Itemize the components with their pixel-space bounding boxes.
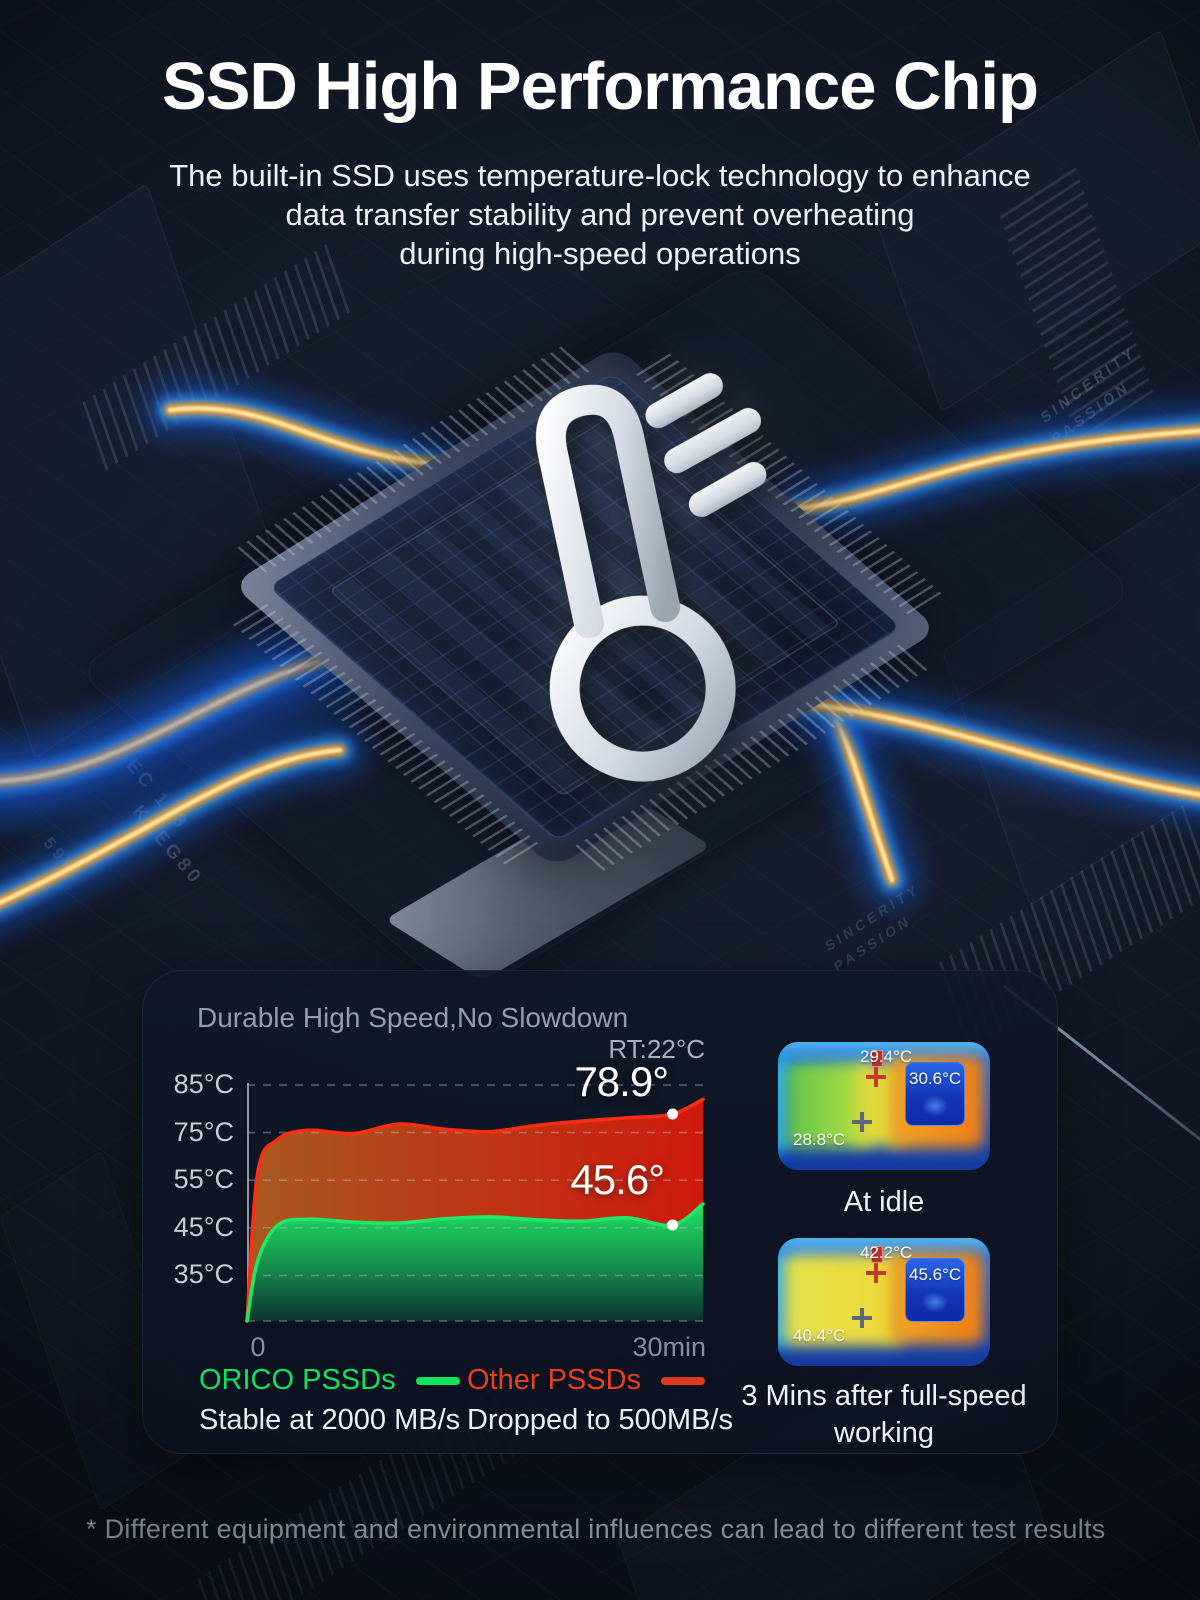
thermal-chip-region: [905, 1062, 965, 1126]
legend-other-swatch: [661, 1376, 706, 1385]
probe-icon: [871, 1050, 883, 1067]
data-stream-ribbons: [0, 380, 1200, 934]
y-axis-tick: 75°C: [173, 1117, 234, 1147]
ribbon-top-right: [762, 402, 1200, 538]
temperature-chart: [245, 1083, 705, 1323]
thermometer-icon: [410, 313, 856, 828]
y-axis-tick: 35°C: [173, 1259, 234, 1289]
temp-reading: 29.4°C: [860, 1047, 913, 1066]
legend-other: Other PSSDs Dropped to 500MB/s: [467, 1364, 733, 1437]
legend-orico: ORICO PSSDs Stable at 2000 MB/s: [199, 1364, 460, 1437]
y-axis-tick: 85°C: [173, 1069, 234, 1099]
temp-reading: 45.6°C: [909, 1265, 962, 1284]
temp-reading: 40.4°C: [793, 1326, 846, 1345]
ribbon-right-mid: [752, 672, 1200, 824]
x-axis-tick-end: 30min: [632, 1332, 706, 1362]
x-axis-tick-start: 0: [250, 1332, 266, 1362]
thermal-caption-load: 3 Mins after full-speed working: [741, 1380, 1027, 1449]
temp-reading: 42.2°C: [860, 1243, 913, 1262]
legend-orico-name: ORICO PSSDs: [199, 1364, 396, 1396]
y-axis-tick: 45°C: [173, 1212, 234, 1242]
thermal-caption-idle: At idle: [843, 1186, 925, 1218]
crosshair-icon: [866, 1067, 886, 1087]
legend-orico-swatch: [415, 1376, 460, 1385]
temp-reading: 28.8°C: [793, 1130, 846, 1149]
probe-icon: [871, 1246, 883, 1263]
chart-heading: Durable High Speed,No Slowdown: [197, 1002, 629, 1033]
subtitle-line: data transfer stability and prevent over…: [285, 197, 915, 232]
ribbon-left-bottom: [0, 722, 368, 934]
disclaimer-text: * Different equipment and environmental …: [86, 1514, 1106, 1544]
thermal-cool-band: [778, 1058, 788, 1152]
thermal-yellow-zone: [784, 1254, 902, 1346]
thermal-chip-region: [905, 1258, 965, 1322]
subtitle-line: during high-speed operations: [399, 236, 801, 271]
page-title: SSD High Performance Chip: [162, 49, 1039, 124]
legend-other-desc: Dropped to 500MB/s: [467, 1404, 733, 1436]
thermal-cool-band: [778, 1254, 788, 1348]
crosshair-icon: [866, 1263, 886, 1283]
thermal-image-idle: 29.4°C 30.6°C 28.8°C: [778, 1042, 990, 1170]
room-temperature-label: RT:22°C: [608, 1034, 705, 1064]
page-subtitle: The built-in SSD uses temperature-lock t…: [0, 156, 1200, 273]
temp-reading: 30.6°C: [909, 1069, 962, 1088]
legend-orico-desc: Stable at 2000 MB/s: [199, 1404, 461, 1436]
thermal-image-load: 42.2°C 45.6°C 40.4°C: [778, 1238, 990, 1366]
crosshair-icon: [852, 1112, 872, 1132]
legend-other-name: Other PSSDs: [467, 1364, 642, 1396]
ribbon-top-left: [142, 380, 476, 494]
crosshair-icon: [852, 1308, 872, 1328]
annotation-orico-temp: 45.6°: [570, 1156, 665, 1203]
annotation-other-temp: 78.9°: [574, 1058, 669, 1105]
y-axis-tick: 55°C: [173, 1164, 234, 1194]
subtitle-line: The built-in SSD uses temperature-lock t…: [169, 158, 1031, 193]
